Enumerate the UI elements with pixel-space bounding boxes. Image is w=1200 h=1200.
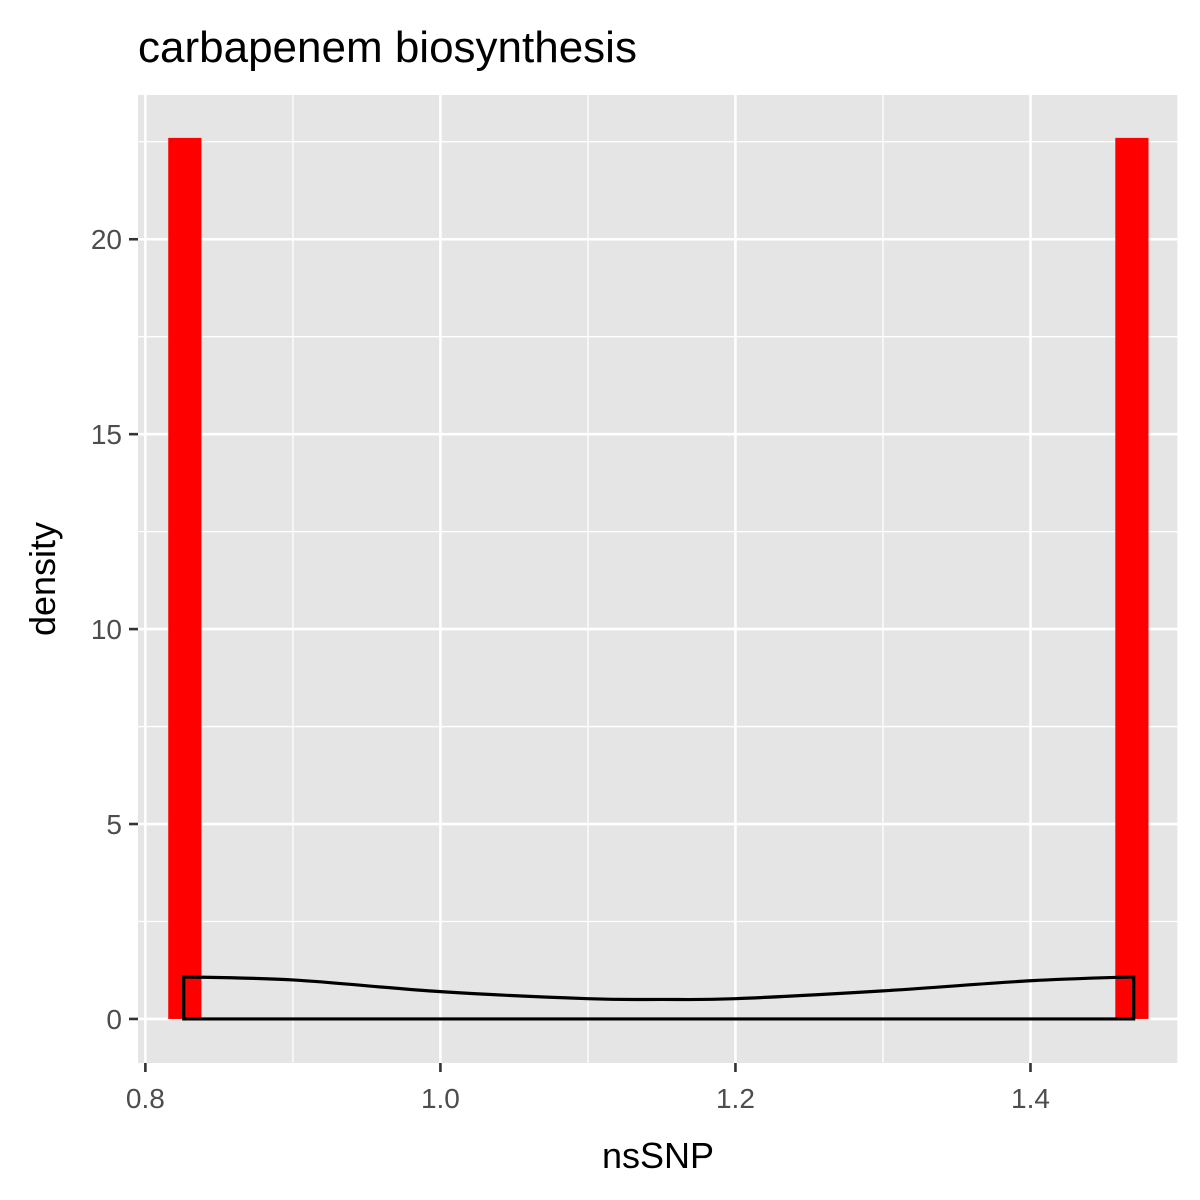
chart-title: carbapenem biosynthesis (138, 23, 637, 72)
histogram-bar (1115, 137, 1149, 1019)
axis-ticks (129, 237, 1032, 1072)
minor-gridlines (138, 95, 1179, 1063)
x-tick-label: 0.8 (126, 1083, 165, 1114)
y-axis-title: density (22, 522, 63, 636)
x-tick-label: 1.4 (1011, 1083, 1050, 1114)
x-tick-label: 1.2 (716, 1083, 755, 1114)
density-curve (182, 975, 1136, 1021)
x-tick-label: 1.0 (421, 1083, 460, 1114)
y-tick-labels: 0 5 10 15 20 (91, 224, 122, 1035)
y-tick-label: 10 (91, 614, 122, 645)
y-tick-label: 0 (106, 1004, 122, 1035)
x-axis-title: nsSNP (602, 1135, 714, 1176)
histogram-bar (168, 137, 202, 1019)
plot-panel (138, 95, 1178, 1063)
y-tick-label: 15 (91, 419, 122, 450)
histogram-bars (168, 137, 1149, 1019)
y-tick-label: 5 (106, 809, 122, 840)
y-tick-label: 20 (91, 224, 122, 255)
density-curve-layer (182, 975, 1136, 1021)
x-tick-labels: 0.8 1.0 1.2 1.4 (126, 1083, 1050, 1114)
